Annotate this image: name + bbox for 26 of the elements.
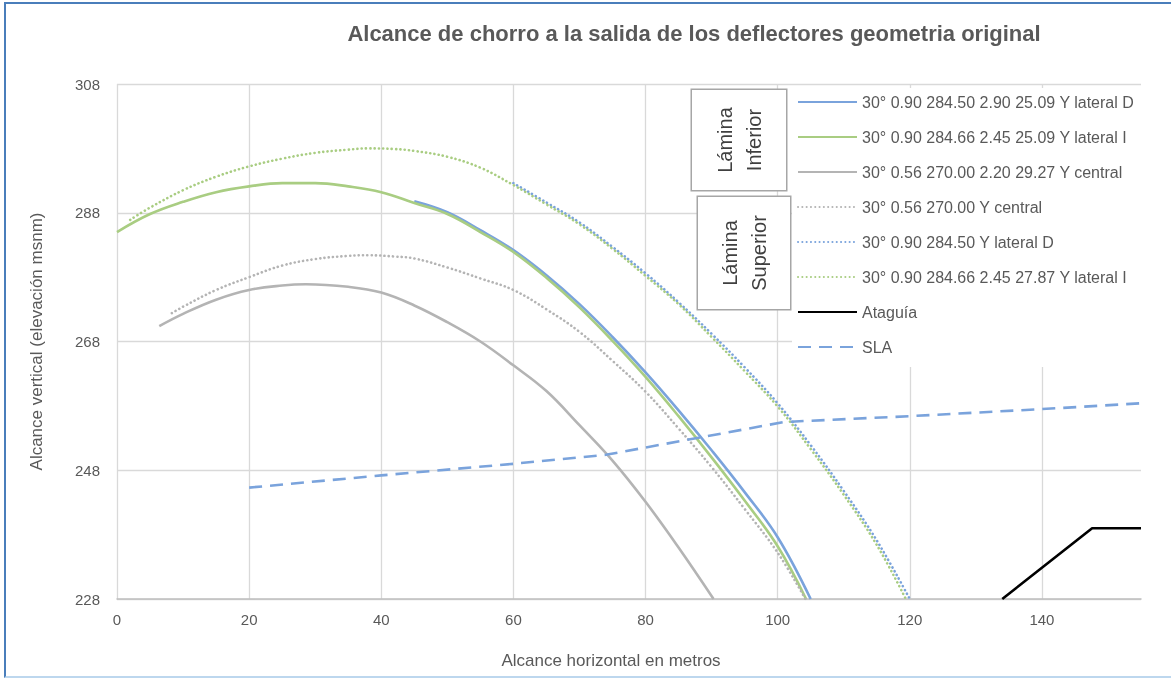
x-tick-label: 40 bbox=[372, 611, 390, 628]
x-tick-label: 20 bbox=[240, 611, 258, 628]
y-tick-label: 268 bbox=[74, 333, 100, 350]
y-tick-label: 288 bbox=[74, 204, 100, 222]
y-tick-label: 248 bbox=[74, 461, 100, 479]
legend-label: Ataguía bbox=[862, 303, 918, 321]
annotation: Lámina Superior bbox=[718, 214, 770, 291]
x-tick-label: 100 bbox=[765, 611, 791, 628]
legend-label: 30° 0.90 284.66 2.45 27.87 Y lateral I bbox=[862, 268, 1127, 286]
y-tick-label: 228 bbox=[74, 590, 100, 608]
x-tick-label: 60 bbox=[505, 611, 522, 628]
y-axis-title: Alcance vertical (elevación msnm) bbox=[27, 212, 46, 471]
x-tick-label: 120 bbox=[897, 611, 923, 628]
legend-label: SLA bbox=[862, 338, 893, 356]
y-tick-label: 308 bbox=[74, 75, 100, 93]
x-axis-title: Alcance horizontal en metros bbox=[501, 651, 721, 670]
x-tick-label: 140 bbox=[1029, 611, 1055, 628]
legend-label: 30° 0.90 284.66 2.45 25.09 Y lateral I bbox=[862, 128, 1127, 146]
legend-label: 30° 0.90 284.50 Y lateral D bbox=[862, 233, 1054, 251]
legend-label: 30° 0.56 270.00 2.20 29.27 Y central bbox=[862, 163, 1123, 181]
x-tick-label: 80 bbox=[637, 611, 654, 628]
x-tick-label: 0 bbox=[112, 611, 122, 628]
legend-label: 30° 0.90 284.50 2.90 25.09 Y lateral D bbox=[862, 93, 1134, 111]
annotation: Lámina Inferior bbox=[713, 106, 765, 173]
chart-title: Alcance de chorro a la salida de los deflectores geometria original bbox=[347, 20, 1041, 46]
legend-label: 30° 0.56 270.00 Y central bbox=[862, 198, 1043, 216]
